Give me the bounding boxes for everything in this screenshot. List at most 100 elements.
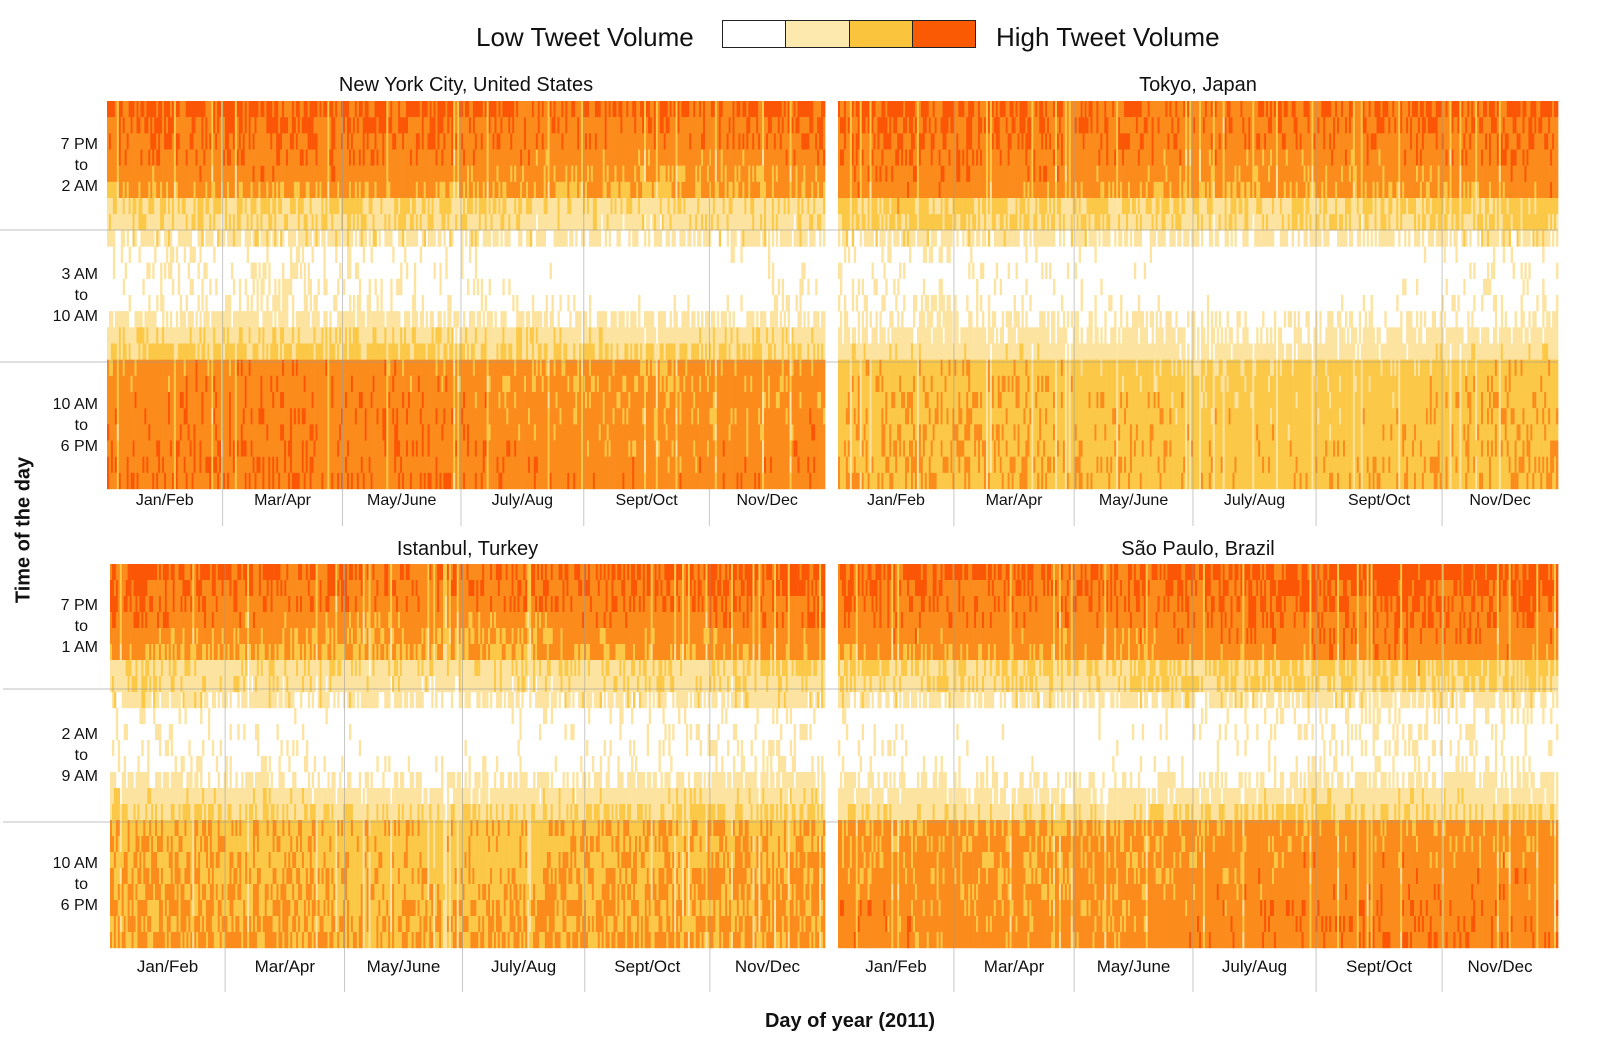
heatmap-cell — [441, 375, 444, 393]
heatmap-cell — [1070, 311, 1074, 328]
heatmap-cell — [710, 101, 714, 118]
heatmap-cell — [427, 230, 430, 247]
heatmap-cell — [286, 198, 289, 215]
heatmap-cell — [655, 343, 659, 409]
heatmap-cell — [557, 181, 560, 231]
heatmap-cell — [191, 343, 194, 360]
heatmap-cell — [901, 117, 904, 134]
heatmap-cell — [348, 295, 352, 328]
heatmap-cell — [484, 295, 488, 312]
heatmap-cell — [714, 198, 718, 231]
heatmap-cell — [1159, 198, 1162, 247]
heatmap-cell — [598, 327, 602, 360]
heatmap-cell — [604, 101, 607, 150]
heatmap-cell — [1060, 375, 1064, 393]
heatmap-cell — [472, 101, 476, 134]
heatmap-cell — [260, 101, 263, 118]
heatmap-cell — [238, 230, 242, 247]
heatmap-cell — [217, 311, 220, 344]
heatmap-cell — [968, 262, 971, 280]
heatmap-cell — [679, 327, 682, 344]
heatmap-cell — [358, 165, 362, 183]
heatmap-cell — [722, 472, 726, 490]
heatmap-cell — [502, 472, 505, 490]
heatmap-cell — [559, 327, 562, 360]
heatmap-cell — [215, 149, 218, 199]
heatmap-cell — [671, 327, 674, 344]
heatmap-cell — [1045, 472, 1048, 490]
heatmap-cell — [406, 359, 409, 409]
heatmap-cell — [154, 198, 157, 231]
heatmap-cell — [305, 133, 308, 150]
heatmap-cell — [148, 343, 151, 360]
legend-swatch-1 — [723, 21, 787, 47]
heatmap-cell — [1029, 327, 1032, 360]
heatmap-cell — [520, 327, 523, 360]
heatmap-cell — [209, 133, 212, 150]
heatmap-cell — [543, 343, 547, 360]
heatmap-cell — [193, 101, 196, 134]
heatmap-cell — [260, 327, 263, 360]
heatmap-cell — [677, 133, 680, 166]
heatmap-cell — [1159, 472, 1162, 490]
heatmap-cell — [160, 359, 163, 490]
heatmap-cell — [1015, 101, 1018, 118]
heatmap-cell — [398, 472, 401, 490]
heatmap-cell — [472, 278, 476, 296]
heatmap-cell — [262, 165, 265, 183]
heatmap-cell — [166, 117, 169, 134]
heatmap-cell — [406, 133, 409, 199]
heatmap-cell — [938, 101, 941, 150]
heatmap-cell — [244, 311, 248, 344]
heatmap-cell — [394, 359, 397, 377]
heatmap-cell — [980, 295, 983, 312]
heatmap-cell — [466, 327, 470, 344]
heatmap-cell — [632, 359, 635, 441]
heatmap-cell — [701, 101, 704, 134]
heatmap-cell — [346, 472, 350, 490]
heatmap-cell — [162, 295, 165, 328]
heatmap-cell — [309, 198, 312, 215]
heatmap-cell — [628, 181, 631, 215]
heatmap-cell — [260, 198, 263, 231]
heatmap-cell — [278, 165, 281, 199]
heatmap-cell — [577, 359, 580, 393]
heatmap-cell — [390, 343, 393, 360]
heatmap-cell — [962, 198, 965, 231]
heatmap-cell — [136, 101, 139, 134]
heatmap-cell — [435, 359, 438, 377]
heatmap-cell — [726, 198, 729, 215]
heatmap-cell — [728, 214, 731, 231]
heatmap-cell — [671, 181, 674, 199]
heatmap-cell — [177, 149, 181, 199]
heatmap-cell — [1098, 165, 1101, 199]
legend: Low Tweet Volume High Tweet Volume — [0, 18, 1600, 58]
heatmap-cell — [223, 472, 226, 490]
heatmap-cell — [716, 181, 720, 199]
heatmap-cell — [962, 375, 965, 441]
heatmap-cell — [863, 214, 866, 231]
heatmap-cell — [242, 165, 246, 199]
heatmap-cell — [457, 343, 460, 360]
heatmap-cell — [679, 359, 682, 393]
heatmap-cell — [618, 311, 621, 360]
heatmap-cell — [228, 392, 232, 457]
heatmap-cell — [705, 375, 708, 490]
heatmap-cell — [419, 101, 423, 199]
heatmap-cell — [683, 165, 686, 183]
heatmap-cell — [303, 408, 307, 425]
heatmap-cell — [490, 117, 493, 199]
heatmap-cell — [425, 311, 428, 360]
heatmap-cell — [541, 359, 545, 377]
heatmap-cell — [630, 343, 633, 360]
heatmap-cell — [215, 472, 218, 490]
heatmap-cell — [681, 101, 684, 118]
heatmap-cell — [213, 408, 216, 425]
heatmap-cell — [421, 198, 425, 215]
heatmap-cell — [419, 343, 423, 360]
heatmap-cell — [701, 198, 704, 215]
heatmap-cell — [983, 198, 987, 231]
heatmap-cell — [250, 181, 253, 231]
heatmap-cell — [301, 472, 305, 490]
heatmap-cell — [924, 472, 928, 490]
